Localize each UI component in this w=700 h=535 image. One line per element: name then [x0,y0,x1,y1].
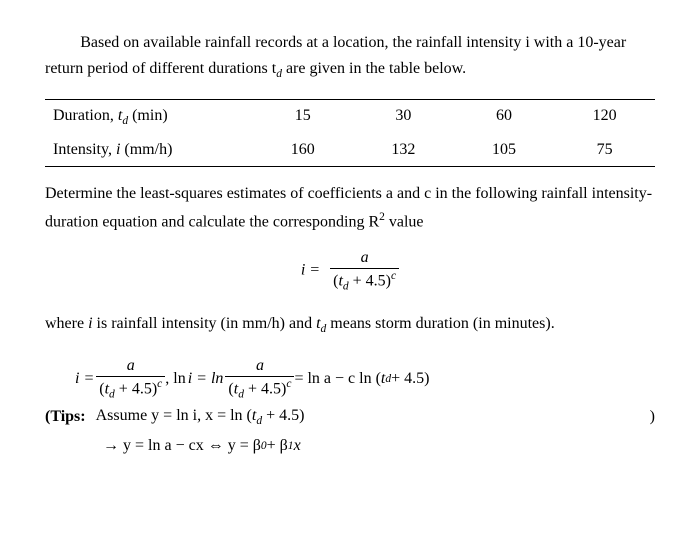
where-c: means storm duration (in minutes). [326,315,554,332]
body2-a: Determine the least-squares estimates of… [45,185,652,230]
tips-a: Assume y = ln i, x = ln ( [96,407,252,424]
row1-unit: (min) [128,107,168,124]
table-row: Intensity, i (mm/h) 160 132 105 75 [45,134,655,167]
eq-lhs: i = [301,262,320,279]
d1-den2: (td + 4.5)c [225,377,294,401]
d1-den-exp: c [157,378,162,390]
eq-den-r: + 4.5) [349,272,391,289]
cell: 60 [454,99,555,134]
d1-d: + 4.5) [391,366,429,392]
row-label: Intensity, i (mm/h) [45,134,252,167]
cell: 30 [353,99,454,134]
row2-unit: (mm/h) [120,141,172,158]
d1-num2: a [225,357,294,377]
d3-plus: + β [267,433,288,459]
data-table: Duration, td (min) 15 30 60 120 Intensit… [45,99,655,168]
tips-b: + 4.5) [262,407,304,424]
cell: 105 [454,134,555,167]
eq-num: a [330,249,399,269]
cell: 75 [554,134,655,167]
tips-label: (Tips: [45,404,86,430]
cell: 120 [554,99,655,134]
main-equation: i = a (td + 4.5)c [45,249,655,293]
d1-den: (td + 4.5)c [96,377,165,401]
d1-den2-exp: c [286,378,291,390]
d3-a: → y = ln a − cx ⇔ y = β [103,433,261,459]
cell: 132 [353,134,454,167]
tips-close-paren: ) [650,404,655,430]
body2-text: Determine the least-squares estimates of… [45,181,655,235]
eq-den-exp: c [391,270,396,282]
row1-label: Duration, [53,107,118,124]
where-b: is rainfall intensity (in mm/h) and [93,315,317,332]
d1-b: i = ln [188,366,224,392]
fraction: a (td + 4.5)c [330,249,399,293]
fraction: a (td + 4.5)c [225,357,294,401]
intro-part2: are given in the table below. [282,60,466,77]
table-row: Duration, td (min) 15 30 60 120 [45,99,655,134]
where-text: where i is rainfall intensity (in mm/h) … [45,311,655,339]
fraction: a (td + 4.5)c [96,357,165,401]
d3-x: x [294,433,301,459]
eq-den: (td + 4.5)c [330,269,399,293]
d1-a: i = [75,366,94,392]
where-a: where [45,315,88,332]
d1-den2-r: + 4.5) [244,380,286,397]
d1-den-r: + 4.5) [115,380,157,397]
cell: 15 [252,99,353,134]
derivation-line1: i = a (td + 4.5)c , ln i = ln a (td + 4.… [45,357,655,401]
d1-c: = ln a − c ln ( [294,366,380,392]
body2-b: value [385,213,424,230]
row-label: Duration, td (min) [45,99,252,134]
tips-line: (Tips: Assume y = ln i, x = ln (td + 4.5… [45,403,655,431]
row2-label: Intensity, [53,141,116,158]
d1-comma: , ln [165,366,185,392]
tips-assume: Assume y = ln i, x = ln (td + 4.5) [96,403,305,431]
d1-num: a [96,357,165,377]
derivation-line3: → y = ln a − cx ⇔ y = β0 + β1x [45,433,655,459]
derivation: i = a (td + 4.5)c , ln i = ln a (td + 4.… [45,357,655,459]
intro-text: Based on available rainfall records at a… [45,30,655,85]
cell: 160 [252,134,353,167]
